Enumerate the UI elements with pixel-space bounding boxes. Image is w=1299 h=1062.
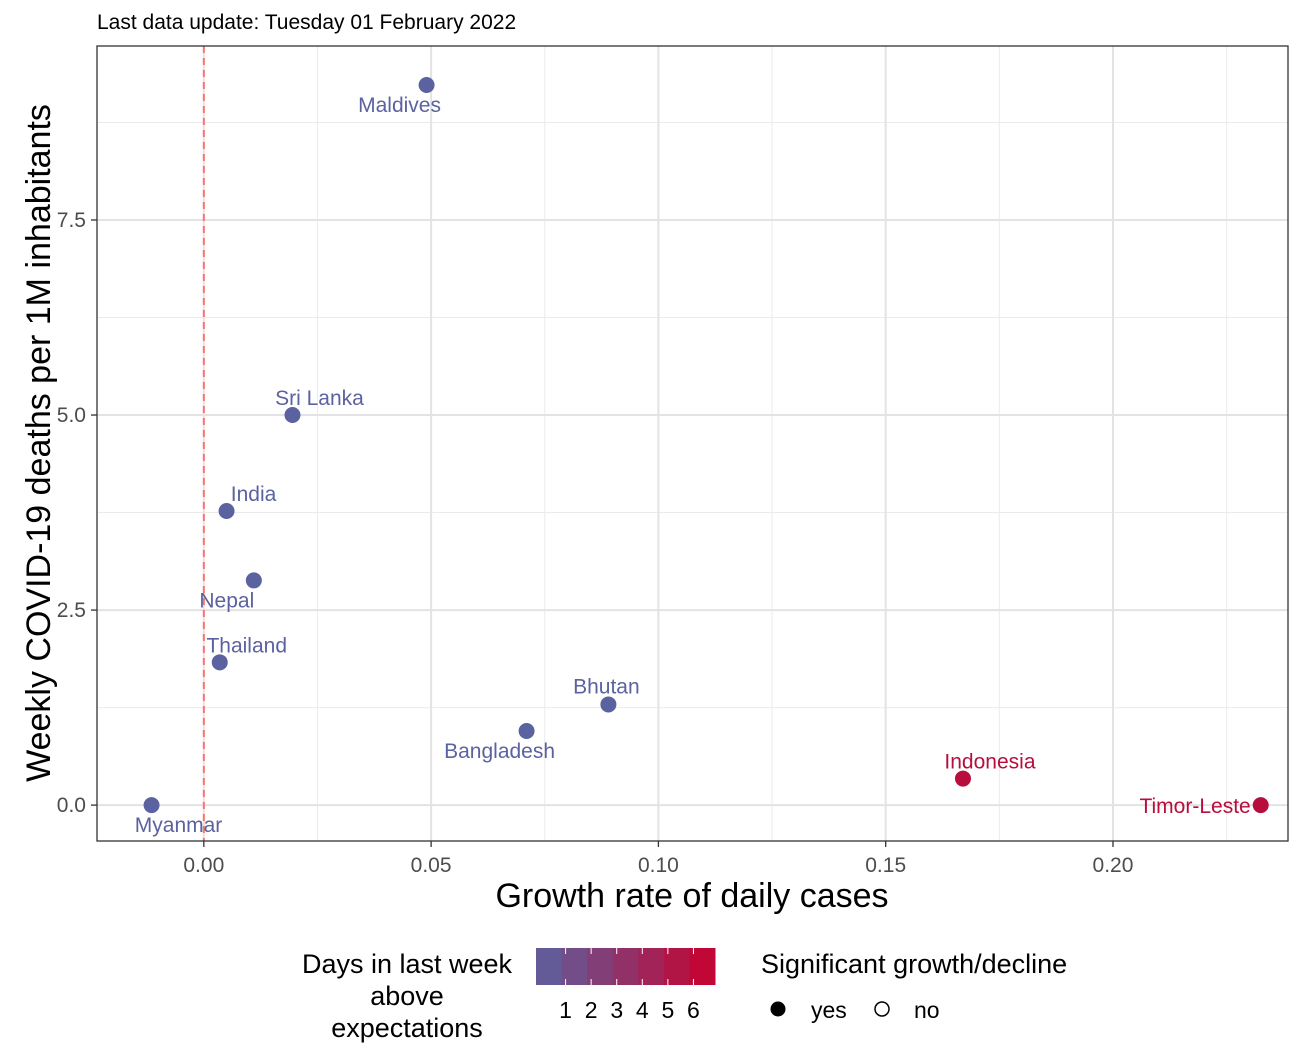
x-tick-label: 0.05 — [411, 854, 452, 877]
data-label-myanmar: Myanmar — [135, 814, 223, 837]
color-legend-title-line-3: expectations — [331, 1013, 483, 1043]
data-labels: Maldives Sri Lanka India Nepal Thailand Bhuta… — [135, 94, 1251, 837]
data-points — [143, 77, 1269, 814]
color-legend-tick-label: 4 — [636, 997, 649, 1023]
data-label-timor-leste: Timor-Leste — [1139, 795, 1250, 818]
data-label-sri-lanka: Sri Lanka — [275, 387, 364, 410]
data-point-sri-lanka — [284, 407, 301, 424]
y-tick-label: 7.5 — [57, 209, 86, 232]
x-tick-label: 0.10 — [638, 854, 679, 877]
color-legend-bar — [536, 948, 716, 985]
color-legend-title-line-2: above — [370, 981, 444, 1011]
chart-subtitle: Last data update: Tuesday 01 February 20… — [97, 11, 516, 34]
data-point-myanmar — [143, 797, 160, 814]
x-axis: 0.00 0.05 0.10 0.15 0.20 — [183, 841, 1133, 877]
data-label-indonesia: Indonesia — [944, 751, 1035, 774]
data-point-bangladesh — [518, 722, 535, 739]
data-label-bhutan: Bhutan — [573, 675, 640, 698]
x-tick-label: 0.15 — [865, 854, 906, 877]
x-tick-label: 0.20 — [1093, 854, 1134, 877]
y-tick-label: 0.0 — [57, 794, 86, 817]
color-legend-tick-label: 3 — [610, 997, 623, 1023]
color-legend-swatch — [587, 948, 614, 985]
y-axis-title: Weekly COVID-19 deaths per 1M inhabitant… — [20, 104, 58, 782]
data-label-india: India — [231, 483, 277, 506]
data-point-nepal — [245, 572, 262, 589]
y-tick-label: 5.0 — [57, 404, 86, 427]
data-point-thailand — [211, 654, 228, 671]
data-label-bangladesh: Bangladesh — [444, 740, 555, 763]
color-legend-title-line-1: Days in last week — [302, 949, 513, 979]
shape-legend-yes-icon — [770, 1001, 786, 1017]
x-axis-title: Growth rate of daily cases — [495, 877, 888, 915]
minor-gridlines — [97, 46, 1288, 841]
y-tick-label: 2.5 — [57, 599, 86, 622]
color-legend-swatch — [561, 948, 588, 985]
shape-legend-no-icon — [874, 1001, 890, 1017]
color-legend-swatch — [536, 948, 563, 985]
data-point-timor-leste — [1252, 797, 1269, 814]
color-legend-swatch — [638, 948, 665, 985]
data-point-indonesia — [954, 770, 971, 787]
data-point-maldives — [418, 77, 435, 94]
color-legend-swatch — [612, 948, 639, 985]
data-point-india — [218, 502, 235, 519]
data-label-thailand: Thailand — [206, 634, 287, 657]
major-gridlines — [97, 46, 1288, 841]
x-tick-label: 0.00 — [183, 854, 224, 877]
color-legend-swatch — [689, 948, 716, 985]
plot-panel-border — [96, 45, 1289, 842]
color-legend-tick-label: 6 — [687, 997, 700, 1023]
shape-legend-no-label: no — [914, 997, 940, 1023]
shape-legend-title: Significant growth/decline — [761, 949, 1067, 979]
shape-legend-yes-label: yes — [811, 997, 847, 1023]
y-axis: 0.0 2.5 5.0 7.5 — [57, 209, 97, 817]
data-point-bhutan — [600, 696, 617, 713]
data-label-nepal: Nepal — [199, 589, 254, 612]
color-legend-swatch — [663, 948, 690, 985]
color-legend-tick-label: 1 — [559, 997, 572, 1023]
shape-legend: Significant growth/decline yes no — [761, 949, 1067, 1023]
color-legend-tick-label: 2 — [585, 997, 598, 1023]
data-label-maldives: Maldives — [358, 94, 441, 117]
color-legend-tick-label: 5 — [661, 997, 674, 1023]
